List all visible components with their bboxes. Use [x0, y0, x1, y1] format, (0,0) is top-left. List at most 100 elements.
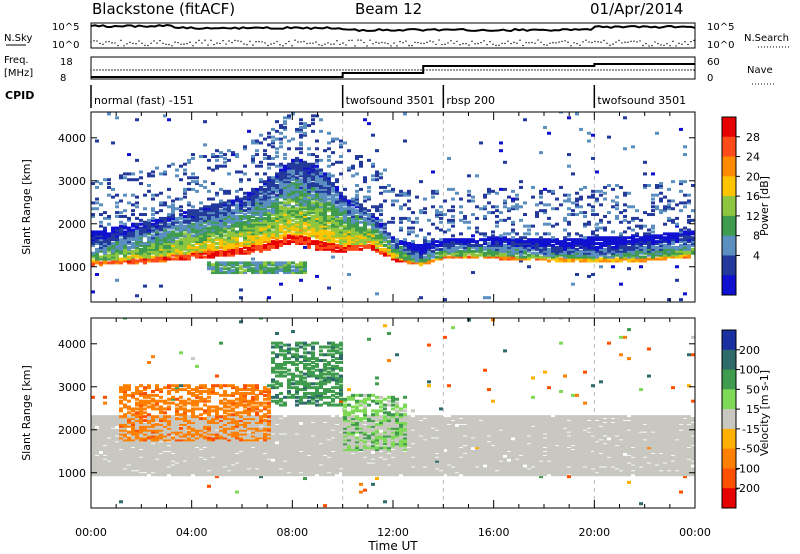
nsearch-dot — [498, 44, 500, 47]
power-cell — [151, 207, 155, 211]
power-cell — [403, 203, 407, 207]
power-cell — [635, 224, 639, 228]
power-cell — [539, 251, 543, 255]
power-cell — [151, 209, 155, 213]
velocity-cell — [167, 436, 171, 440]
velocity-cell — [151, 424, 155, 428]
power-cell — [447, 249, 451, 253]
velocity-cell — [91, 430, 95, 434]
power-cell — [383, 249, 387, 253]
velocity-cell — [159, 438, 163, 442]
velocity-cell — [171, 419, 175, 423]
power-cell — [231, 261, 235, 265]
power-cell — [271, 189, 275, 193]
power-cell — [207, 255, 211, 259]
power-cell — [195, 224, 199, 228]
power-cell — [483, 195, 487, 199]
power-cell — [603, 197, 607, 201]
power-cell — [411, 240, 415, 244]
power-cell — [495, 255, 499, 259]
nsearch-dot — [372, 43, 374, 45]
velocity-cell — [107, 469, 111, 473]
velocity-cell — [143, 424, 147, 428]
power-cell — [311, 170, 315, 174]
power-cell — [303, 199, 307, 203]
power-cell — [159, 247, 163, 251]
power-cell — [203, 216, 207, 220]
power-cell — [123, 247, 127, 251]
power-cell — [371, 230, 375, 234]
power-cell — [191, 238, 195, 242]
power-cell — [195, 209, 199, 213]
power-cell — [395, 251, 399, 255]
power-cell — [303, 168, 307, 172]
power-cell — [287, 216, 291, 220]
velocity-cell — [171, 417, 175, 421]
nsearch-dot — [453, 42, 455, 45]
velocity-cell — [171, 384, 175, 388]
power-cell — [267, 166, 271, 170]
power-cell — [135, 228, 139, 232]
power-cell — [143, 245, 147, 249]
power-cell — [139, 251, 143, 255]
power-cell — [343, 209, 347, 213]
power-cell — [143, 222, 147, 226]
power-cell — [555, 222, 559, 226]
power-cell — [363, 234, 367, 238]
power-cell — [443, 298, 447, 302]
velocity-cell — [127, 453, 131, 457]
power-cell — [263, 211, 267, 215]
power-cell — [383, 236, 387, 240]
velocity-cell — [131, 457, 135, 461]
power-cell — [299, 182, 303, 186]
power-cell — [219, 236, 223, 240]
nave-dot — [351, 69, 353, 71]
power-cell — [119, 245, 123, 249]
power-cell — [663, 245, 667, 249]
power-cell — [151, 243, 155, 247]
power-cell — [215, 267, 219, 271]
power-cell — [651, 242, 655, 246]
power-cell — [419, 249, 423, 253]
power-cell — [159, 253, 163, 257]
velocity-cell — [135, 449, 139, 453]
power-cell — [263, 271, 267, 275]
power-cell — [291, 191, 295, 195]
power-cell — [583, 253, 587, 257]
power-cell — [367, 245, 371, 249]
power-cell — [507, 255, 511, 259]
power-cell — [295, 220, 299, 224]
velocity-cell — [131, 473, 135, 477]
velocity-cell — [151, 420, 155, 424]
power-cell — [299, 232, 303, 236]
power-cell — [111, 249, 115, 253]
velocity-cell — [167, 467, 171, 471]
power-cell — [615, 251, 619, 255]
power-cell — [315, 170, 319, 174]
velocity-cell — [115, 446, 119, 450]
velocity-cell — [167, 407, 171, 411]
power-cell — [223, 261, 227, 265]
power-cell — [299, 220, 303, 224]
velocity-cell — [155, 393, 159, 397]
power-cell — [367, 230, 371, 234]
power-cell — [307, 178, 311, 182]
power-cell — [283, 166, 287, 170]
power-cell — [251, 261, 255, 265]
power-cell — [511, 242, 515, 246]
power-cell — [291, 164, 295, 168]
power-cell — [519, 251, 523, 255]
power-cell — [311, 162, 315, 166]
power-cell — [559, 243, 563, 247]
nsearch-dot — [600, 41, 602, 43]
power-cell — [367, 158, 371, 162]
power-cell — [267, 191, 271, 195]
power-cell — [227, 230, 231, 234]
velocity-cell — [115, 422, 119, 426]
power-cell — [519, 242, 523, 246]
power-cell — [383, 238, 387, 242]
velocity-cell — [95, 457, 99, 461]
power-cell — [199, 201, 203, 205]
power-cell — [239, 243, 243, 247]
nsearch-dot — [393, 42, 395, 44]
